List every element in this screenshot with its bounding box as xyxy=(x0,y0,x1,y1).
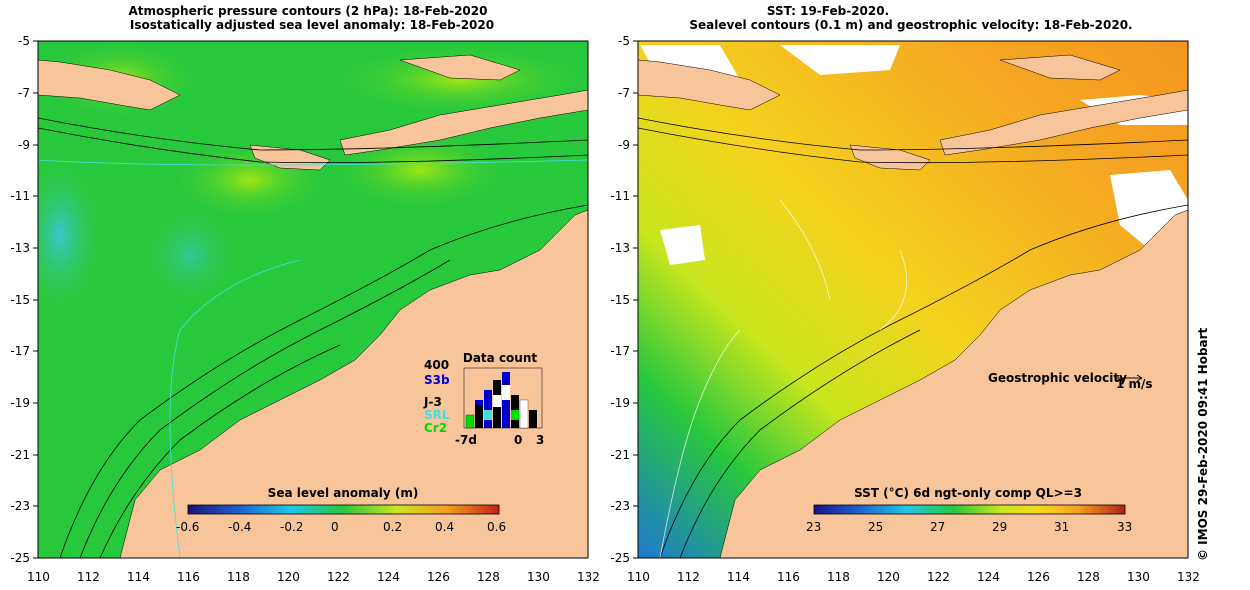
right-x-tick-label: 126 xyxy=(1027,570,1050,584)
right-y-tick-label: -21 xyxy=(610,448,630,462)
left-y-tick-label: -9 xyxy=(18,138,30,152)
left-colorbar-tick-label: -0.6 xyxy=(176,520,200,534)
data-count-x-zero: 0 xyxy=(514,433,522,447)
left-colorbar-tick-label: 0.6 xyxy=(487,520,507,534)
left-x-tick-label: 116 xyxy=(177,570,200,584)
right-x-tick-label: 124 xyxy=(977,570,1000,584)
right-x-tick-label: 120 xyxy=(877,570,900,584)
right-y-tick-label: -7 xyxy=(618,86,630,100)
right-x-tick-label: 122 xyxy=(927,570,950,584)
left-colorbar-tick-label: 0.2 xyxy=(383,520,403,534)
right-colorbar-label: SST (°C) 6d ngt-only comp QL>=3 xyxy=(854,486,1082,500)
left-x-tick-label: 114 xyxy=(127,570,150,584)
right-colorbar-tick-label: 33 xyxy=(1117,520,1133,534)
left-colorbar-label: Sea level anomaly (m) xyxy=(268,486,419,500)
right-colorbar-tick-label: 27 xyxy=(930,520,946,534)
left-y-tick-label: -25 xyxy=(10,551,30,565)
left-x-tick-label: 110 xyxy=(27,570,50,584)
right-colorbar-tick-label: 29 xyxy=(992,520,1008,534)
right-x-tick-label: 128 xyxy=(1077,570,1100,584)
left-y-tick-label: -21 xyxy=(10,448,30,462)
data-count-inset: Data count 400 S3b J-3 SRL Cr2 -7d 0 3 xyxy=(423,351,544,447)
left-y-tick-label: -5 xyxy=(18,34,30,48)
velocity-legend-label: Geostrophic velocity xyxy=(988,371,1127,385)
left-x-tick-label: 122 xyxy=(327,570,350,584)
velocity-legend-scale: 1 m/s xyxy=(1116,377,1153,391)
right-title-line1: SST: 19-Feb-2020. xyxy=(766,4,890,18)
left-x-tick-label: 126 xyxy=(427,570,450,584)
left-title-line1: Atmospheric pressure contours (2 hPa): 1… xyxy=(128,4,488,18)
left-x-tick-label: 130 xyxy=(527,570,550,584)
right-title-line2: Sealevel contours (0.1 m) and geostrophi… xyxy=(689,18,1133,32)
right-x-tick-label: 130 xyxy=(1127,570,1150,584)
left-colorbar-tick-label: -0.4 xyxy=(228,520,252,534)
right-y-tick-label: -9 xyxy=(618,138,630,152)
left-y-tick-label: -13 xyxy=(10,241,30,255)
right-colorbar-tick-label: 31 xyxy=(1054,520,1070,534)
data-count-bars xyxy=(465,372,537,429)
data-count-x-end: 3 xyxy=(536,433,544,447)
mission-cr2: Cr2 xyxy=(424,421,447,435)
data-count-x-start: -7d xyxy=(455,433,477,447)
right-x-tick-label: 114 xyxy=(727,570,750,584)
left-y-tick-label: -7 xyxy=(18,86,30,100)
left-y-tick-label: -15 xyxy=(10,293,30,307)
left-y-tick-label: -17 xyxy=(10,344,30,358)
mission-j3: J-3 xyxy=(423,395,442,409)
right-x-tick-label: 112 xyxy=(677,570,700,584)
mission-s3b: S3b xyxy=(424,373,450,387)
right-y-tick-label: -11 xyxy=(610,189,630,203)
left-land-java xyxy=(38,59,181,111)
data-count-title: Data count xyxy=(463,351,538,365)
left-land-australia xyxy=(119,209,588,558)
right-colorbar xyxy=(813,504,1126,515)
left-y-tick-label: -23 xyxy=(10,499,30,513)
left-x-tick-label: 112 xyxy=(77,570,100,584)
right-x-tick-label: 110 xyxy=(627,570,650,584)
mission-srl: SRL xyxy=(424,408,450,422)
left-x-tick-label: 128 xyxy=(477,570,500,584)
right-colorbar-tick-label: 25 xyxy=(868,520,884,534)
right-y-tick-label: -25 xyxy=(610,551,630,565)
right-y-tick-label: -19 xyxy=(610,396,630,410)
right-y-tick-label: -23 xyxy=(610,499,630,513)
right-y-tick-label: -5 xyxy=(618,34,630,48)
left-x-tick-label: 118 xyxy=(227,570,250,584)
right-y-tick-label: -17 xyxy=(610,344,630,358)
right-colorbar-tick-label: 23 xyxy=(806,520,822,534)
right-x-tick-label: 118 xyxy=(827,570,850,584)
right-y-tick-label: -15 xyxy=(610,293,630,307)
left-y-tick-label: -11 xyxy=(10,189,30,203)
velocity-legend-arrow-icon xyxy=(1116,374,1143,382)
left-colorbar-tick-label: 0.4 xyxy=(435,520,455,534)
credit-text: © IMOS 29-Feb-2020 09:41 Hobart xyxy=(1196,327,1210,561)
left-colorbar xyxy=(187,504,500,515)
left-colorbar-tick-label: 0 xyxy=(331,520,339,534)
right-x-tick-label: 116 xyxy=(777,570,800,584)
left-y-tick-label: -19 xyxy=(10,396,30,410)
left-x-tick-label: 124 xyxy=(377,570,400,584)
left-colorbar-tick-label: -0.2 xyxy=(280,520,304,534)
left-x-tick-label: 120 xyxy=(277,570,300,584)
data-count-max: 400 xyxy=(424,358,449,372)
left-x-tick-label: 132 xyxy=(577,570,600,584)
right-y-tick-label: -13 xyxy=(610,241,630,255)
left-title-line2: Isostatically adjusted sea level anomaly… xyxy=(129,18,495,32)
right-x-tick-label: 132 xyxy=(1177,570,1200,584)
